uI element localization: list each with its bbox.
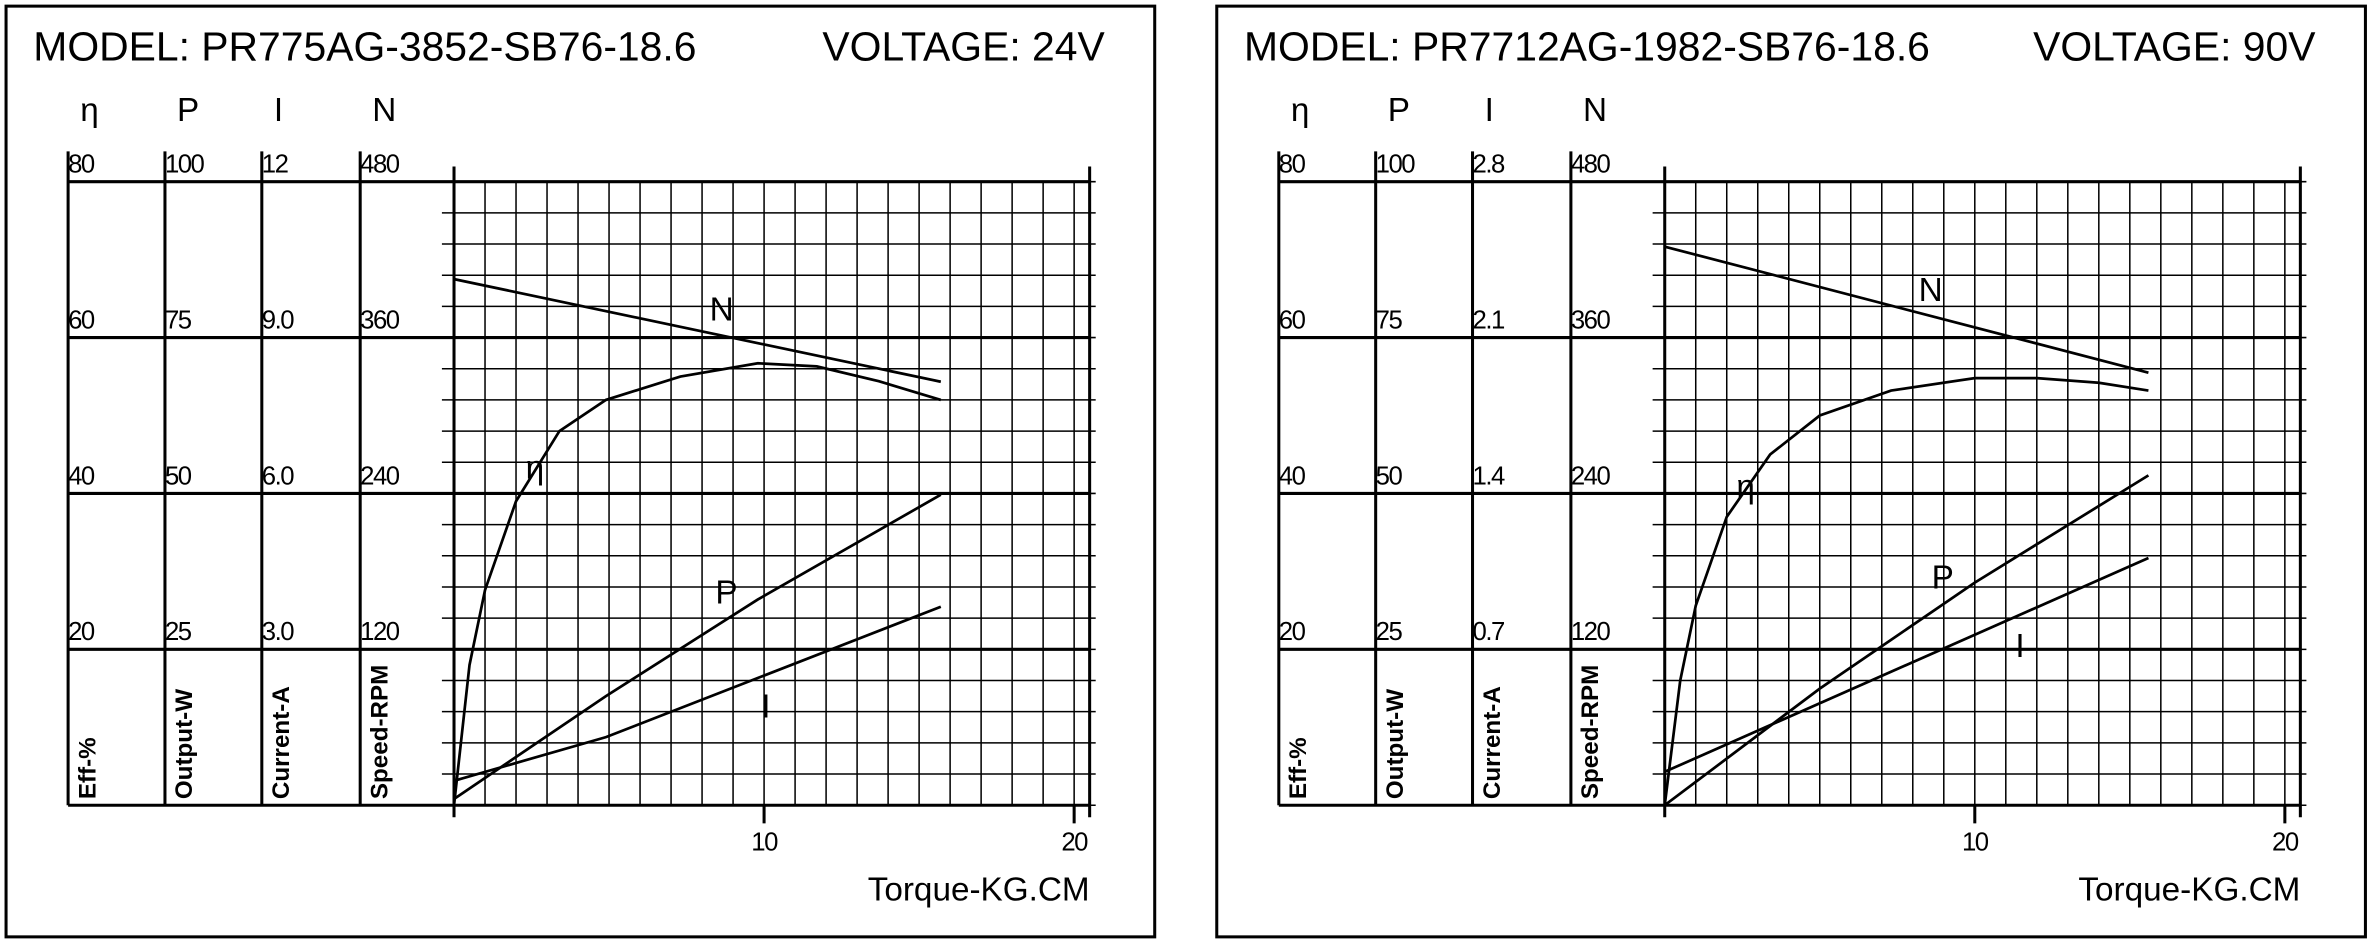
y-tick-label: 20	[68, 618, 95, 646]
curve-label: I	[761, 688, 770, 725]
curve	[453, 605, 942, 783]
y-tick-label: 360	[360, 306, 400, 334]
y-tick-label: 480	[360, 151, 400, 179]
chart-title: MODEL: PR775AG-3852-SB76-18.6	[33, 24, 696, 70]
axis-symbol: I	[274, 92, 283, 129]
panel-border	[1215, 4, 2367, 939]
axis-symbol: N	[372, 92, 396, 129]
axis-symbol: η	[80, 92, 99, 129]
y-tick-label: 100	[1376, 151, 1416, 179]
axis-label: Current-A	[1479, 686, 1506, 799]
y-tick-label: 120	[360, 618, 400, 646]
y-tick-label: 240	[360, 462, 400, 490]
y-tick-label: 25	[1376, 618, 1403, 646]
curve	[1664, 245, 2149, 374]
x-tick-label: 20	[2272, 829, 2299, 857]
y-tick-label: 75	[165, 306, 192, 334]
curve-label: P	[715, 575, 737, 612]
axis-symbol: P	[1388, 92, 1410, 129]
axis-symbol: η	[1291, 92, 1310, 129]
y-tick-label: 9.0	[262, 306, 294, 334]
axis-label: Output-W	[1382, 689, 1409, 799]
y-tick-label: 40	[68, 462, 95, 490]
axis-label: Speed-RPM	[1577, 665, 1604, 799]
chart-subtitle: VOLTAGE: 90V	[2033, 24, 2316, 70]
curve	[452, 361, 942, 806]
x-axis-label: Torque-KG.CM	[868, 872, 1090, 909]
chart-title: MODEL: PR7712AG-1982-SB76-18.6	[1244, 24, 1930, 70]
x-tick-label: 10	[751, 829, 778, 857]
y-tick-label: 40	[1279, 462, 1306, 490]
y-tick-label: 6.0	[262, 462, 294, 490]
curve	[453, 277, 942, 384]
y-tick-label: 20	[1279, 618, 1306, 646]
y-tick-label: 240	[1571, 462, 1611, 490]
y-tick-label: 25	[165, 618, 192, 646]
chart-subtitle: VOLTAGE: 24V	[822, 24, 1105, 70]
axis-label: Eff-%	[74, 737, 101, 799]
y-tick-label: 2.8	[1473, 151, 1505, 179]
y-tick-label: 80	[1279, 151, 1306, 179]
axis-label: Speed-RPM	[366, 665, 393, 799]
curve	[1663, 376, 2149, 806]
curve-label: P	[1932, 560, 1954, 597]
x-tick-label: 10	[1962, 829, 1989, 857]
curve	[1664, 556, 2149, 774]
x-axis-label: Torque-KG.CM	[2078, 872, 2300, 909]
axis-symbol: N	[1583, 92, 1607, 129]
curve-label: I	[2015, 628, 2024, 665]
y-tick-label: 75	[1376, 306, 1403, 334]
y-tick-label: 360	[1571, 306, 1611, 334]
x-tick-label: 20	[1061, 829, 1088, 857]
y-tick-label: 80	[68, 151, 95, 179]
y-tick-label: 50	[1376, 462, 1403, 490]
y-tick-label: 480	[1571, 151, 1611, 179]
y-tick-label: 60	[68, 306, 95, 334]
curve-label: N	[710, 291, 734, 328]
y-tick-label: 120	[1571, 618, 1611, 646]
y-tick-label: 2.1	[1473, 306, 1505, 334]
y-tick-label: 60	[1279, 306, 1306, 334]
y-tick-label: 1.4	[1473, 462, 1505, 490]
curve-label: N	[1919, 272, 1943, 309]
curve-label: η	[526, 449, 545, 486]
axis-label: Eff-%	[1285, 737, 1312, 799]
y-tick-label: 100	[165, 151, 205, 179]
curve-label: η	[1736, 469, 1755, 506]
axis-symbol: I	[1485, 92, 1494, 129]
curve	[1663, 474, 2150, 807]
curve	[453, 493, 942, 801]
axis-label: Output-W	[171, 689, 198, 799]
y-tick-label: 3.0	[262, 618, 294, 646]
y-tick-label: 50	[165, 462, 192, 490]
axis-symbol: P	[177, 92, 199, 129]
y-tick-label: 0.7	[1473, 618, 1505, 646]
panel-border	[4, 4, 1157, 939]
axis-label: Current-A	[268, 686, 295, 799]
y-tick-label: 12	[262, 151, 289, 179]
